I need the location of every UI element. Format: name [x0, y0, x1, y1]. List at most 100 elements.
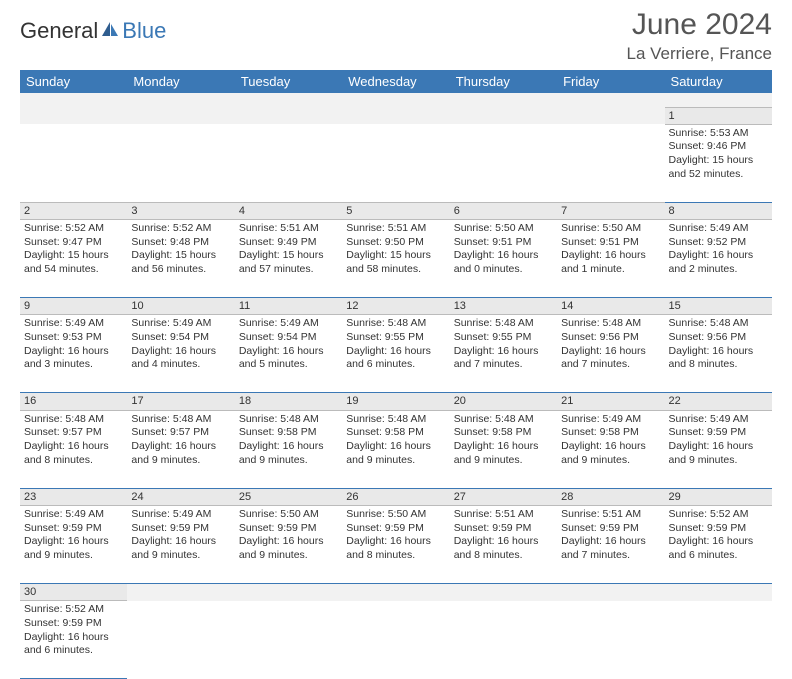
day-cell: Sunrise: 5:50 AMSunset: 9:51 PMDaylight:… [557, 220, 664, 298]
day-number: 4 [235, 202, 342, 219]
day-header: Monday [127, 70, 234, 93]
day-cell: Sunrise: 5:49 AMSunset: 9:59 PMDaylight:… [665, 410, 772, 488]
location: La Verriere, France [626, 44, 772, 64]
day-cell: Sunrise: 5:52 AMSunset: 9:59 PMDaylight:… [665, 505, 772, 583]
day-number [235, 583, 342, 600]
week-row: Sunrise: 5:49 AMSunset: 9:59 PMDaylight:… [20, 505, 772, 583]
day-cell: Sunrise: 5:48 AMSunset: 9:56 PMDaylight:… [665, 315, 772, 393]
day-cell: Sunrise: 5:49 AMSunset: 9:54 PMDaylight:… [235, 315, 342, 393]
day-content: Sunrise: 5:49 AMSunset: 9:52 PMDaylight:… [669, 222, 768, 277]
day-number: 21 [557, 393, 664, 410]
day-number: 17 [127, 393, 234, 410]
day-number: 19 [342, 393, 449, 410]
day-content: Sunrise: 5:49 AMSunset: 9:58 PMDaylight:… [561, 413, 660, 468]
day-cell: Sunrise: 5:49 AMSunset: 9:59 PMDaylight:… [20, 505, 127, 583]
day-number: 9 [20, 298, 127, 315]
day-content: Sunrise: 5:52 AMSunset: 9:47 PMDaylight:… [24, 222, 123, 277]
day-number: 15 [665, 298, 772, 315]
day-number [557, 583, 664, 600]
header: General Blue June 2024 La Verriere, Fran… [20, 8, 772, 64]
day-cell: Sunrise: 5:49 AMSunset: 9:54 PMDaylight:… [127, 315, 234, 393]
logo-text-2: Blue [122, 18, 166, 44]
day-number [127, 107, 234, 124]
day-cell: Sunrise: 5:48 AMSunset: 9:58 PMDaylight:… [342, 410, 449, 488]
day-cell: Sunrise: 5:48 AMSunset: 9:58 PMDaylight:… [235, 410, 342, 488]
day-cell: Sunrise: 5:49 AMSunset: 9:58 PMDaylight:… [557, 410, 664, 488]
day-content: Sunrise: 5:49 AMSunset: 9:59 PMDaylight:… [24, 508, 123, 563]
day-number: 10 [127, 298, 234, 315]
day-content: Sunrise: 5:49 AMSunset: 9:53 PMDaylight:… [24, 317, 123, 372]
week-row: Sunrise: 5:48 AMSunset: 9:57 PMDaylight:… [20, 410, 772, 488]
title-block: June 2024 La Verriere, France [626, 8, 772, 64]
day-content: Sunrise: 5:51 AMSunset: 9:59 PMDaylight:… [454, 508, 553, 563]
day-cell: Sunrise: 5:52 AMSunset: 9:47 PMDaylight:… [20, 220, 127, 298]
day-number: 30 [20, 583, 127, 600]
day-number: 29 [665, 488, 772, 505]
day-cell: Sunrise: 5:51 AMSunset: 9:59 PMDaylight:… [450, 505, 557, 583]
day-cell [665, 601, 772, 679]
daynum-row: 2345678 [20, 202, 772, 219]
day-content: Sunrise: 5:48 AMSunset: 9:58 PMDaylight:… [346, 413, 445, 468]
day-number: 1 [665, 107, 772, 124]
day-cell [127, 601, 234, 679]
day-number: 26 [342, 488, 449, 505]
day-header: Wednesday [342, 70, 449, 93]
daynum-row: 16171819202122 [20, 393, 772, 410]
day-cell: Sunrise: 5:49 AMSunset: 9:53 PMDaylight:… [20, 315, 127, 393]
daynum-row: 23242526272829 [20, 488, 772, 505]
day-content: Sunrise: 5:50 AMSunset: 9:59 PMDaylight:… [346, 508, 445, 563]
day-content: Sunrise: 5:52 AMSunset: 9:59 PMDaylight:… [669, 508, 768, 563]
day-cell: Sunrise: 5:48 AMSunset: 9:56 PMDaylight:… [557, 315, 664, 393]
day-cell [450, 124, 557, 202]
day-number [342, 107, 449, 124]
day-number: 24 [127, 488, 234, 505]
logo: General Blue [20, 8, 166, 44]
day-cell: Sunrise: 5:49 AMSunset: 9:52 PMDaylight:… [665, 220, 772, 298]
day-number: 5 [342, 202, 449, 219]
day-number [235, 107, 342, 124]
day-content: Sunrise: 5:49 AMSunset: 9:59 PMDaylight:… [669, 413, 768, 468]
day-content: Sunrise: 5:49 AMSunset: 9:59 PMDaylight:… [131, 508, 230, 563]
day-content: Sunrise: 5:49 AMSunset: 9:54 PMDaylight:… [131, 317, 230, 372]
day-content: Sunrise: 5:50 AMSunset: 9:51 PMDaylight:… [454, 222, 553, 277]
day-number: 18 [235, 393, 342, 410]
day-content: Sunrise: 5:49 AMSunset: 9:54 PMDaylight:… [239, 317, 338, 372]
day-number [127, 583, 234, 600]
day-header: Thursday [450, 70, 557, 93]
day-number: 27 [450, 488, 557, 505]
day-cell [127, 124, 234, 202]
day-number: 6 [450, 202, 557, 219]
day-cell: Sunrise: 5:52 AMSunset: 9:59 PMDaylight:… [20, 601, 127, 679]
day-content: Sunrise: 5:48 AMSunset: 9:56 PMDaylight:… [669, 317, 768, 372]
daynum-row: 9101112131415 [20, 298, 772, 315]
day-cell [235, 601, 342, 679]
day-content: Sunrise: 5:52 AMSunset: 9:59 PMDaylight:… [24, 603, 123, 658]
day-cell: Sunrise: 5:51 AMSunset: 9:49 PMDaylight:… [235, 220, 342, 298]
day-header: Friday [557, 70, 664, 93]
day-number [557, 107, 664, 124]
week-row: Sunrise: 5:52 AMSunset: 9:59 PMDaylight:… [20, 601, 772, 679]
day-number: 11 [235, 298, 342, 315]
day-content: Sunrise: 5:48 AMSunset: 9:56 PMDaylight:… [561, 317, 660, 372]
day-number: 13 [450, 298, 557, 315]
day-cell [557, 601, 664, 679]
day-number: 7 [557, 202, 664, 219]
day-content: Sunrise: 5:48 AMSunset: 9:58 PMDaylight:… [239, 413, 338, 468]
day-number [20, 107, 127, 124]
day-cell: Sunrise: 5:51 AMSunset: 9:50 PMDaylight:… [342, 220, 449, 298]
day-number: 20 [450, 393, 557, 410]
day-content: Sunrise: 5:48 AMSunset: 9:58 PMDaylight:… [454, 413, 553, 468]
logo-text-1: General [20, 18, 98, 44]
daynum-row: 30 [20, 583, 772, 600]
day-content: Sunrise: 5:50 AMSunset: 9:51 PMDaylight:… [561, 222, 660, 277]
day-content: Sunrise: 5:48 AMSunset: 9:57 PMDaylight:… [131, 413, 230, 468]
day-header: Saturday [665, 70, 772, 93]
day-header: Sunday [20, 70, 127, 93]
day-number: 23 [20, 488, 127, 505]
day-content: Sunrise: 5:50 AMSunset: 9:59 PMDaylight:… [239, 508, 338, 563]
month-title: June 2024 [626, 8, 772, 42]
day-content: Sunrise: 5:48 AMSunset: 9:57 PMDaylight:… [24, 413, 123, 468]
day-content: Sunrise: 5:52 AMSunset: 9:48 PMDaylight:… [131, 222, 230, 277]
day-cell: Sunrise: 5:50 AMSunset: 9:59 PMDaylight:… [235, 505, 342, 583]
week-row: Sunrise: 5:49 AMSunset: 9:53 PMDaylight:… [20, 315, 772, 393]
